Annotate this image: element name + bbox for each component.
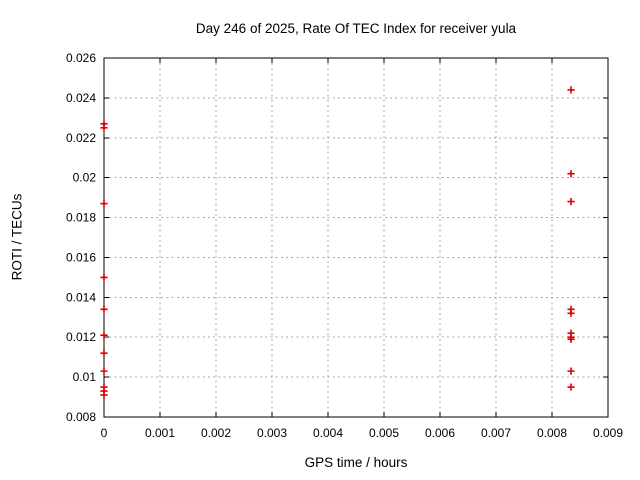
- x-tick-label: 0.007: [481, 426, 511, 440]
- data-point-marker: [567, 309, 575, 317]
- x-tick-label: 0: [101, 426, 108, 440]
- data-point-marker: [100, 305, 108, 313]
- y-tick-label: 0.022: [66, 131, 96, 145]
- y-tick-label: 0.012: [66, 330, 96, 344]
- y-tick-label: 0.01: [73, 370, 97, 384]
- y-tick-label: 0.026: [66, 51, 96, 65]
- data-point-marker: [567, 170, 575, 178]
- x-tick-label: 0.008: [537, 426, 567, 440]
- gridlines: [104, 58, 608, 417]
- y-tick-label: 0.018: [66, 211, 96, 225]
- axis-ticks: [103, 57, 609, 418]
- y-tick-label: 0.014: [66, 290, 96, 304]
- x-tick-label: 0.006: [425, 426, 455, 440]
- data-point-marker: [567, 367, 575, 375]
- chart-title: Day 246 of 2025, Rate Of TEC Index for r…: [195, 21, 517, 36]
- x-tick-label: 0.005: [369, 426, 399, 440]
- data-point-marker: [100, 349, 108, 357]
- x-tick-label: 0.003: [257, 426, 287, 440]
- y-tick-label: 0.024: [66, 91, 96, 105]
- x-axis-label: GPS time / hours: [304, 455, 408, 470]
- data-point-marker: [567, 383, 575, 391]
- data-point-marker: [567, 198, 575, 206]
- data-points: [100, 86, 575, 399]
- x-tick-label: 0.004: [313, 426, 343, 440]
- data-point-marker: [567, 86, 575, 94]
- data-point-marker: [567, 335, 575, 343]
- plot-border: [103, 57, 609, 418]
- y-tick-label: 0.02: [73, 171, 97, 185]
- data-point-marker: [100, 124, 108, 132]
- data-point-marker: [100, 331, 108, 339]
- data-point-marker: [100, 199, 108, 208]
- data-point-marker: [100, 367, 108, 375]
- y-tick-label: 0.016: [66, 250, 96, 264]
- x-tick-label: 0.002: [201, 426, 231, 440]
- tick-labels: 0 0.001 0.002 0.003 0.004 0.005 0.006 0.007 0.00…: [66, 51, 623, 440]
- x-tick-label: 0.009: [593, 426, 623, 440]
- data-point-marker: [100, 391, 108, 399]
- y-tick-label: 0.008: [66, 410, 96, 424]
- data-point-marker: [100, 273, 108, 281]
- x-tick-label: 0.001: [145, 426, 175, 440]
